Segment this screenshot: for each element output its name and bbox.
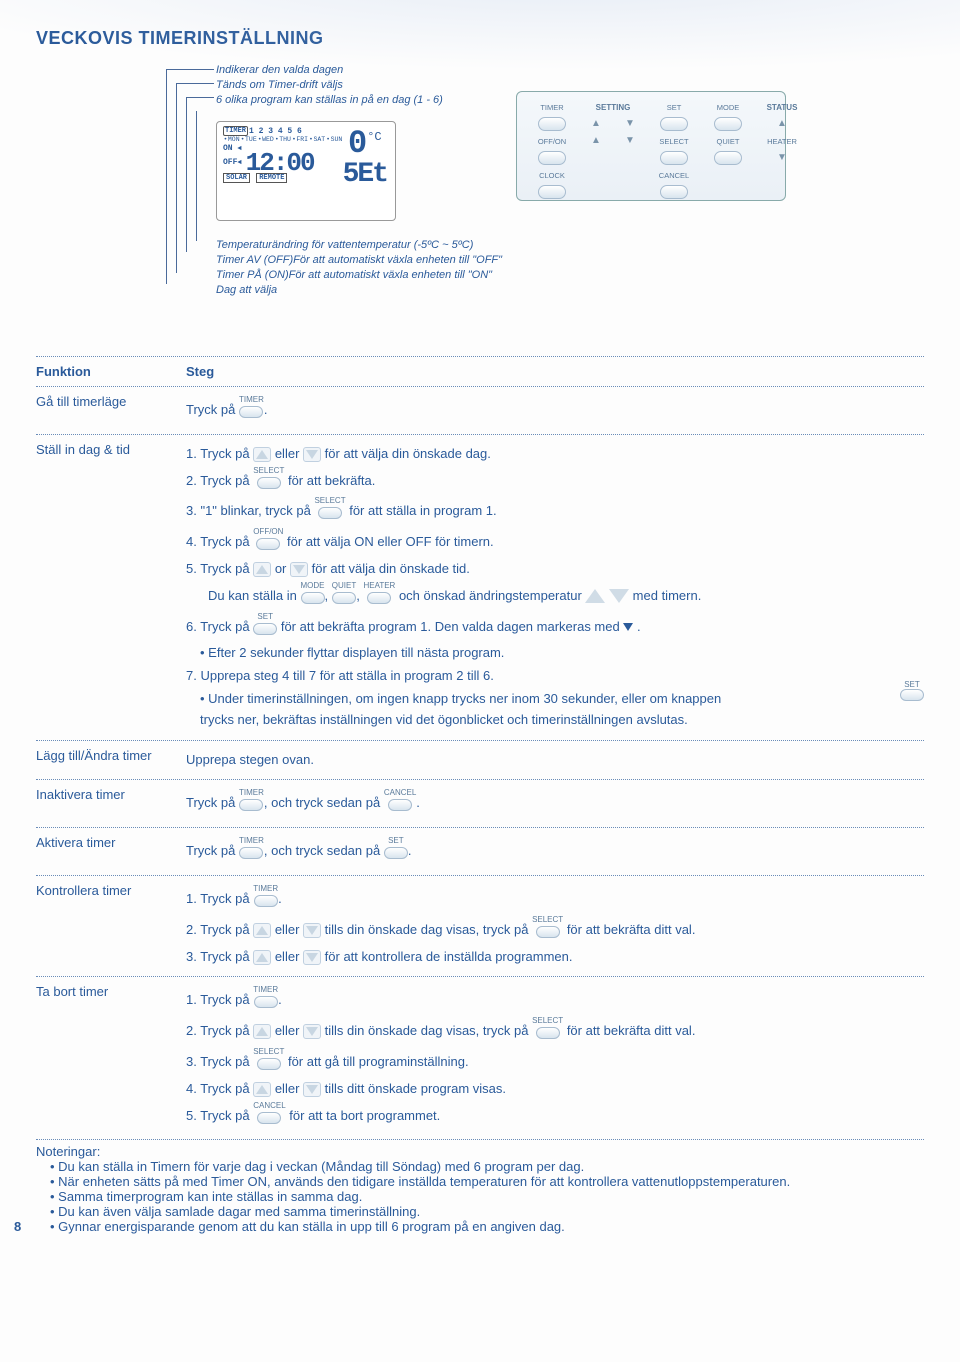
select-icon — [257, 477, 281, 489]
lbl-clock: CLOCK — [527, 171, 577, 180]
button-panel: TIMER SETTING SET MODE STATUS ▲ ▼ ▲ OFF/… — [516, 91, 786, 201]
btn-timer[interactable] — [538, 117, 566, 131]
big-up-icon — [585, 589, 605, 603]
lbl-heater: HEATER — [757, 137, 807, 146]
page-number: 8 — [14, 1219, 21, 1234]
btn-status-dn[interactable]: ▼ — [757, 153, 807, 163]
note-1: Du kan ställa in Timern för varje dag i … — [50, 1159, 924, 1174]
callout2-3: Timer PÅ (ON)För att automatiskt växla e… — [216, 268, 502, 283]
quiet-icon — [332, 592, 356, 604]
lcd-prog-nums: 1 2 3 4 5 6 — [249, 127, 302, 136]
down-icon — [306, 953, 318, 962]
select-icon — [318, 507, 342, 519]
down-icon — [306, 926, 318, 935]
set-icon — [900, 689, 924, 701]
up-icon — [256, 450, 268, 459]
btn-mode[interactable] — [714, 117, 742, 131]
marker-icon — [623, 623, 633, 631]
lbl-setting: SETTING — [581, 103, 645, 112]
notes-list: Du kan ställa in Timern för varje dag i … — [36, 1159, 924, 1234]
diagram-area: Indikerar den valda dagen Tänds om Timer… — [146, 63, 924, 353]
btn-status-up[interactable]: ▲ — [757, 119, 807, 129]
lcd-time: 12:00 — [246, 154, 314, 172]
lcd-set-text: 5Et — [343, 159, 387, 190]
header-row: Funktion Steg — [36, 360, 924, 383]
page-title: VECKOVIS TIMERINSTÄLLNING — [36, 28, 924, 49]
down-icon — [306, 1085, 318, 1094]
btn-up[interactable]: ▲ — [581, 119, 611, 129]
note-2: När enheten sätts på med Timer ON, använ… — [50, 1174, 924, 1189]
btn-cancel[interactable] — [660, 185, 688, 199]
timer-icon — [254, 996, 278, 1008]
up-icon — [256, 1027, 268, 1036]
lcd-remote: REMOTE — [256, 173, 287, 183]
callout2-2: Timer AV (OFF)För att automatiskt växla … — [216, 253, 502, 268]
lcd-on: ON — [223, 144, 233, 153]
callout-1: Indikerar den valda dagen — [216, 63, 443, 78]
btn-clock[interactable] — [538, 185, 566, 199]
btn-set[interactable] — [660, 117, 688, 131]
big-down-icon — [609, 589, 629, 603]
set-icon — [384, 847, 408, 859]
up-icon — [256, 926, 268, 935]
callout-3: 6 olika program kan ställas in på en dag… — [216, 93, 443, 108]
func-goto-timer: Gå till timerläge Tryck på TIMER. — [36, 390, 924, 431]
callout-2: Tänds om Timer-drift väljs — [216, 78, 443, 93]
offon-icon — [256, 538, 280, 550]
timer-icon — [239, 799, 263, 811]
callout2-1: Temperaturändring för vattentemperatur (… — [216, 238, 502, 253]
note-7b: Under timerinställningen, om ingen knapp… — [200, 689, 924, 731]
btn-select[interactable] — [660, 151, 688, 165]
func-delete: Ta bort timer 1. Tryck på TIMER. 2. Tryc… — [36, 980, 924, 1136]
select-icon — [536, 1027, 560, 1039]
lcd-off: OFF — [223, 158, 237, 167]
note-6c: Efter 2 sekunder flyttar displayen till … — [200, 643, 924, 664]
btn-offon[interactable] — [538, 151, 566, 165]
select-icon — [257, 1058, 281, 1070]
heater-icon — [367, 592, 391, 604]
note-5: Gynnar energisparande genom att du kan s… — [50, 1219, 924, 1234]
func-deactivate: Inaktivera timer Tryck på TIMER, och try… — [36, 783, 924, 824]
lcd-display: TIMER 1 2 3 4 5 6 MONTUEWEDTHUFRISATSUN … — [216, 121, 396, 221]
cancel-icon — [257, 1112, 281, 1124]
note-3: Samma timerprogram kan inte ställas in s… — [50, 1189, 924, 1204]
down-icon — [293, 565, 305, 574]
lbl-status: STATUS — [757, 103, 807, 112]
select-icon — [536, 926, 560, 938]
mode-icon — [301, 592, 325, 604]
down-icon — [306, 1027, 318, 1036]
lcd-temp-unit: °C — [367, 130, 381, 144]
up-icon — [256, 565, 268, 574]
timer-icon — [239, 406, 263, 418]
notes-header: Noteringar: — [36, 1144, 924, 1159]
lbl-offon: OFF/ON — [527, 137, 577, 146]
lbl-cancel: CANCEL — [649, 171, 699, 180]
lbl-select: SELECT — [649, 137, 699, 146]
timer-icon — [239, 847, 263, 859]
lbl-set: SET — [649, 103, 699, 112]
callout2-4: Dag att välja — [216, 283, 502, 298]
lbl-timer: TIMER — [527, 103, 577, 112]
up-icon — [256, 953, 268, 962]
func-add-change: Lägg till/Ändra timer Upprepa stegen ova… — [36, 744, 924, 777]
note-4: Du kan även välja samlade dagar med samm… — [50, 1204, 924, 1219]
cancel-icon — [388, 799, 412, 811]
func-set-day-time: Ställ in dag & tid 1. Tryck på eller för… — [36, 438, 924, 737]
up-icon — [256, 1085, 268, 1094]
lcd-solar: SOLAR — [223, 173, 250, 183]
lbl-quiet: QUIET — [703, 137, 753, 146]
lcd-timer-label: TIMER — [223, 126, 248, 136]
func-check: Kontrollera timer 1. Tryck på TIMER. 2. … — [36, 879, 924, 973]
lbl-mode: MODE — [703, 103, 753, 112]
btn-down[interactable]: ▼ — [615, 119, 645, 129]
set-icon — [253, 623, 277, 635]
lcd-temp-value: 0 — [348, 125, 367, 162]
timer-icon — [254, 895, 278, 907]
down-icon — [306, 450, 318, 459]
func-activate: Aktivera timer Tryck på TIMER, och tryck… — [36, 831, 924, 872]
btn-quiet[interactable] — [714, 151, 742, 165]
